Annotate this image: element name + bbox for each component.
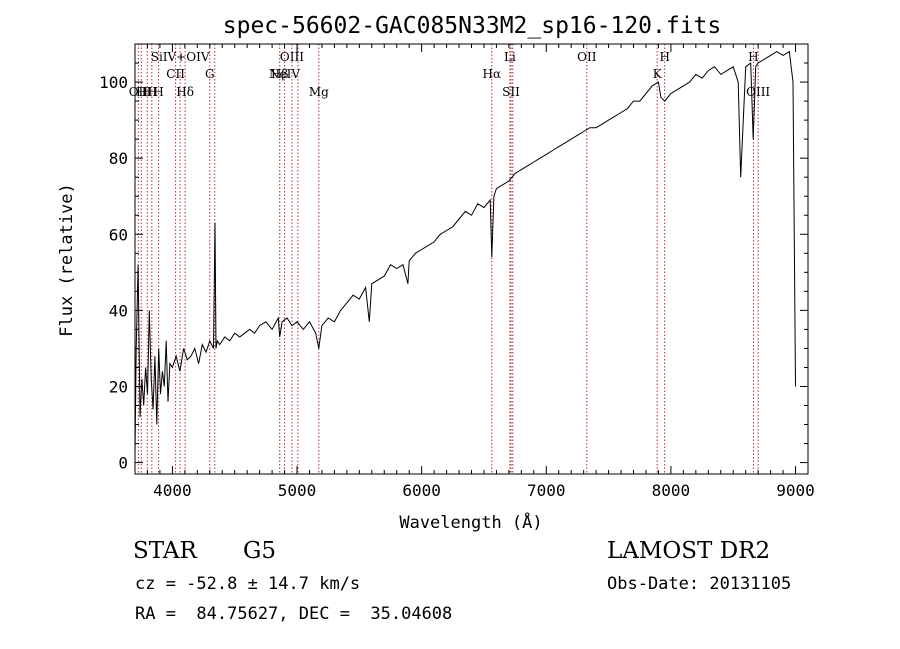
marker-label: Li (504, 50, 516, 64)
chart-title: spec-56602-GAC085N33M2_sp16-120.fits (223, 13, 722, 39)
spectrum-line (134, 50, 796, 456)
x-tick-label: 8000 (652, 481, 691, 500)
y-tick-label: 60 (109, 225, 128, 244)
marker-label: OIII (746, 85, 770, 99)
survey-name: LAMOST DR2 (607, 538, 771, 564)
x-tick-label: 6000 (402, 481, 441, 500)
marker-label: H (748, 50, 758, 64)
observation-date: Obs-Date: 20131105 (607, 574, 792, 594)
marker-label: SiIV+OIV (151, 50, 210, 64)
marker-label: H (147, 85, 157, 99)
marker-label: OIII (280, 50, 304, 64)
x-tick-label: 4000 (153, 481, 192, 500)
x-tick-label: 5000 (278, 481, 317, 500)
marker-label: H (136, 85, 146, 99)
y-tick-label: 40 (109, 301, 128, 320)
marker-label: OII (129, 85, 149, 99)
marker-label: Hδ (176, 85, 194, 99)
y-axis-label: Flux (relative) (57, 183, 77, 337)
x-tick-label: 9000 (776, 481, 815, 500)
y-tick-label: 100 (99, 73, 128, 92)
marker-label: Hβ (271, 67, 288, 81)
marker-label: Hα (483, 67, 502, 81)
marker-label: H (142, 85, 152, 99)
x-tick-label: 7000 (527, 481, 566, 500)
object-type: STAR (133, 538, 197, 564)
marker-label: K (653, 67, 663, 81)
line-markers (137, 44, 759, 474)
y-tick-label: 80 (109, 149, 128, 168)
marker-label: OII (577, 50, 597, 64)
marker-label: G (205, 67, 215, 81)
marker-label: Mg (309, 85, 329, 99)
coordinates: RA = 84.75627, DEC = 35.04608 (135, 604, 453, 624)
y-tick-label: 0 (118, 454, 128, 473)
object-class: G5 (243, 538, 277, 564)
marker-label: H (153, 85, 163, 99)
y-tick-label: 20 (109, 377, 128, 396)
y-axis: 0 20 40 60 80 100 (99, 43, 808, 473)
redshift-value: cz = -52.8 ± 14.7 km/s (135, 574, 361, 594)
marker-label: SII (502, 85, 520, 99)
marker-label: H (659, 50, 669, 64)
marker-label: CII (166, 67, 185, 81)
x-axis-label: Wavelength (Å) (399, 511, 542, 533)
marker-label: NeIV (269, 67, 300, 81)
x-axis: 4000 5000 6000 7000 8000 9000 (134, 44, 815, 500)
plot-frame (134, 43, 809, 475)
